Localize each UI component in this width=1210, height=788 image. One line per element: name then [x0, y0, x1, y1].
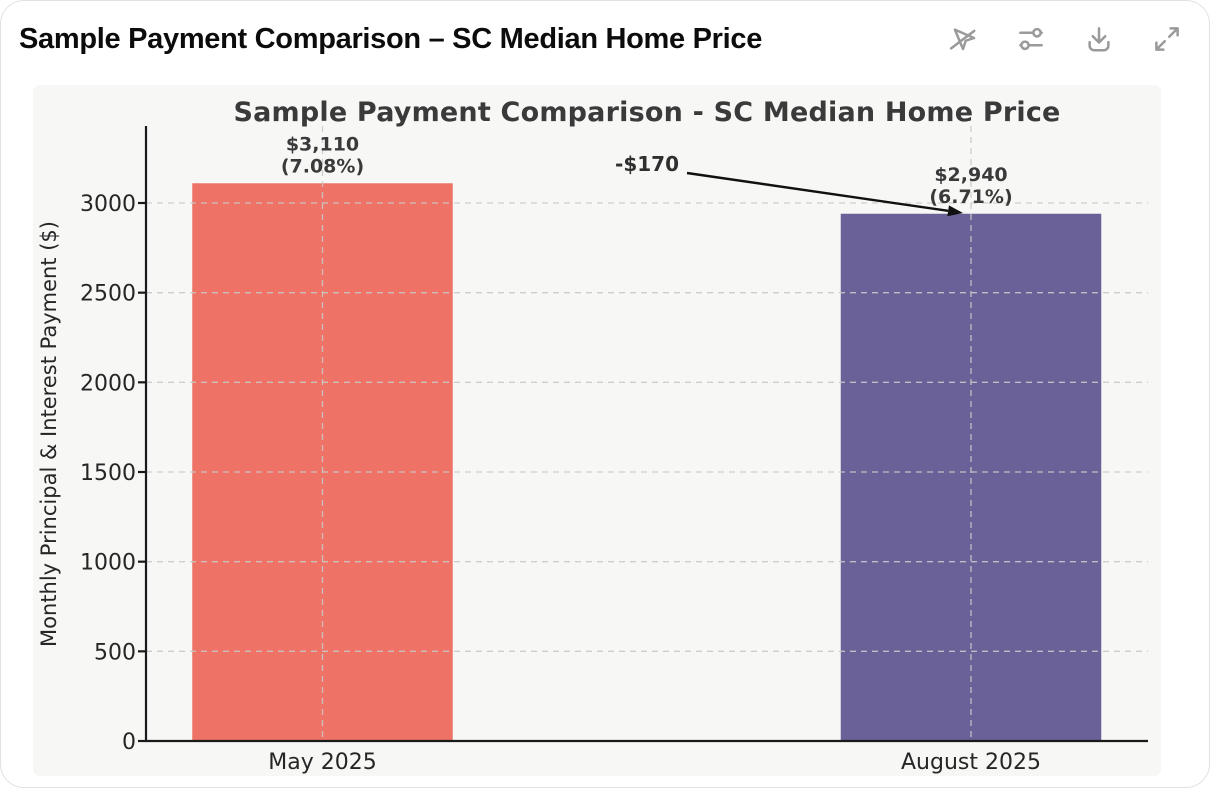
bar-value-label: (6.71%): [929, 186, 1012, 208]
toolbar: [947, 23, 1183, 55]
y-tick-label: 0: [122, 730, 136, 755]
download-icon: [1088, 27, 1110, 52]
bar: [840, 213, 1102, 741]
settings-button[interactable]: [1015, 23, 1047, 55]
expand-button[interactable]: [1151, 23, 1183, 55]
bar-value-label: (7.08%): [281, 155, 364, 177]
sliders-icon: [1019, 27, 1043, 51]
card-header: Sample Payment Comparison – SC Median Ho…: [19, 13, 1183, 65]
x-tick-label: May 2025: [268, 750, 376, 775]
pointer-off-icon: [949, 28, 976, 51]
y-tick-label: 1500: [80, 461, 136, 486]
expand-icon: [1155, 27, 1179, 51]
window-title: Sample Payment Comparison – SC Median Ho…: [19, 22, 763, 55]
chart-figure: 0 500 1000 1500 2000 2500 3000 May 2025 August 2…: [33, 85, 1161, 776]
y-tick-label: 3000: [80, 192, 136, 217]
bar-value-label: $2,940: [934, 164, 1007, 186]
chart-title: Sample Payment Comparison - SC Median Ho…: [233, 97, 1060, 128]
y-tick-label: 1000: [80, 551, 136, 576]
bar-value-label: $3,110: [286, 133, 359, 155]
x-tick-label: August 2025: [901, 750, 1041, 775]
annotation-arrow-shaft: [686, 171, 949, 213]
y-axis-label: Monthly Principal & Interest Payment ($): [37, 221, 61, 647]
y-tick-label: 500: [94, 640, 136, 665]
interactivity-toggle-button[interactable]: [947, 23, 979, 55]
download-button[interactable]: [1083, 23, 1115, 55]
y-tick-label: 2500: [80, 282, 136, 307]
annotation-text: -$170: [615, 152, 679, 176]
annotation-arrow-head: [947, 205, 963, 217]
bar-chart: 0 500 1000 1500 2000 2500 3000 May 2025 August 2…: [37, 97, 1148, 775]
y-tick-label: 2000: [80, 371, 136, 396]
